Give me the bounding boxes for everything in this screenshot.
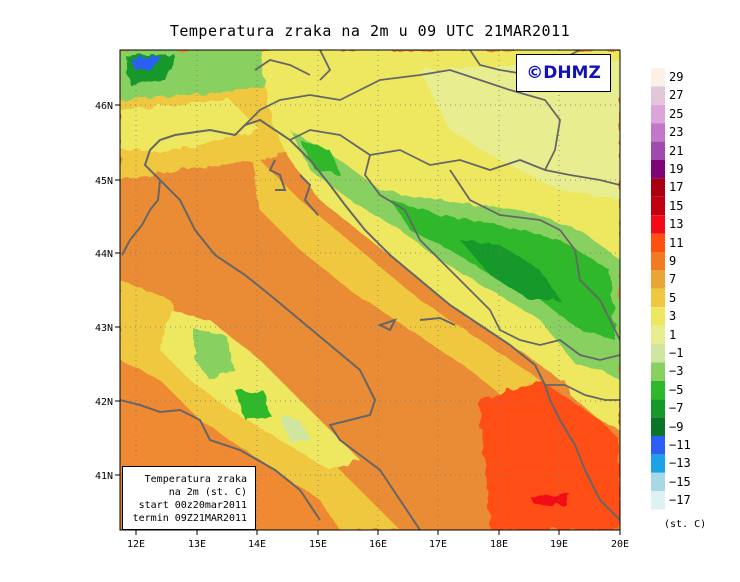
north-yellow — [120, 100, 260, 150]
alps-blue — [130, 56, 160, 70]
adriatic-coast — [250, 150, 560, 420]
info-line-4: termin 09Z21MAR2011 — [132, 513, 247, 524]
legend-label: 27 — [669, 88, 684, 103]
dinaric-spot — [300, 140, 340, 175]
dhmz-logo: ©DHMZ — [516, 54, 611, 92]
legend-swatch — [651, 233, 665, 252]
legend-swatch — [651, 417, 665, 436]
legend-unit: (st. C) — [664, 519, 707, 530]
south-warm — [480, 380, 620, 530]
legend-swatch — [651, 325, 665, 344]
info-line-3: start 00z20mar2011 — [138, 500, 247, 511]
legend-label: −17 — [669, 493, 691, 508]
legend-label: 29 — [669, 70, 684, 84]
legend-label: 5 — [669, 290, 677, 305]
legend-swatch — [651, 104, 665, 124]
legend-label: −15 — [669, 474, 691, 489]
legend-swatch — [651, 68, 665, 87]
lon-label: 12E — [127, 539, 145, 550]
legend-label: 23 — [669, 125, 684, 140]
info-line-1: Temperatura zraka — [144, 474, 247, 485]
legend-swatch — [651, 252, 665, 271]
graticule — [120, 50, 620, 530]
legend-label: 7 — [669, 272, 677, 287]
legend-swatch — [651, 86, 665, 105]
lat-label: 44N — [95, 249, 113, 260]
legend-swatch — [651, 307, 665, 326]
legend-swatch — [651, 399, 665, 418]
legend-label: −7 — [669, 401, 684, 416]
dinaric-colder — [460, 240, 560, 300]
legend-label: −5 — [669, 382, 684, 397]
info-box: Temperatura zraka na 2m (st. C) start 00… — [122, 466, 256, 530]
legend-label: −13 — [669, 456, 691, 471]
legend-label: −9 — [669, 419, 684, 434]
legend-swatch — [651, 196, 665, 216]
lon-label: 14E — [248, 539, 266, 550]
legend-swatch — [651, 380, 665, 400]
lon-label: 16E — [369, 539, 387, 550]
lon-label: 18E — [490, 539, 508, 550]
legend-swatch — [651, 270, 665, 289]
south-coast — [560, 360, 620, 430]
legend-swatch — [651, 362, 665, 381]
south-hot — [530, 494, 570, 505]
lat-label: 41N — [95, 471, 113, 482]
color-legend — [651, 68, 665, 510]
lon-label: 17E — [429, 539, 447, 550]
legend-label: −1 — [669, 346, 684, 360]
legend-swatch — [651, 141, 665, 160]
legend-label: 9 — [669, 254, 677, 268]
legend-label: 17 — [669, 180, 684, 195]
legend-swatch — [651, 123, 665, 142]
italy-cold-spot-2 — [235, 390, 270, 420]
info-line-2: na 2m (st. C) — [168, 487, 247, 498]
balkan-green — [290, 130, 620, 380]
coastlines — [120, 118, 620, 530]
map-frame — [119, 49, 621, 531]
legend-swatch — [651, 344, 665, 363]
italy-cold-spot-1 — [195, 330, 235, 380]
legend-label: 15 — [669, 198, 684, 213]
map-title: Temperatura zraka na 2m u 09 UTC 21MAR20… — [169, 22, 571, 40]
legend-label: 3 — [669, 309, 677, 324]
italy-cold-spot-3 — [280, 415, 310, 442]
lon-label: 15E — [309, 539, 327, 550]
legend-label: −3 — [669, 364, 684, 379]
lat-label: 42N — [95, 397, 113, 408]
legend-label: 13 — [669, 217, 684, 232]
lat-label: 43N — [95, 323, 113, 334]
legend-swatch — [651, 215, 665, 234]
legend-swatch — [651, 178, 665, 197]
legend-label: −11 — [669, 438, 691, 452]
legend-swatch — [651, 454, 665, 473]
lat-label: 45N — [95, 176, 113, 187]
legend-swatch — [651, 472, 665, 492]
lon-label: 13E — [188, 539, 206, 550]
legend-swatch — [651, 436, 665, 455]
legend-label: 25 — [669, 106, 684, 121]
lon-label: 20E — [611, 539, 629, 550]
legend-label: 1 — [669, 327, 677, 342]
borders — [244, 50, 620, 401]
legend-label: 19 — [669, 162, 684, 176]
legend-swatch — [651, 160, 665, 179]
legend-label: 21 — [669, 143, 684, 158]
legend-label: 11 — [669, 235, 684, 250]
legend-swatch — [651, 288, 665, 308]
legend-swatch — [651, 491, 665, 510]
lat-label: 46N — [95, 101, 113, 112]
lon-label: 19E — [550, 539, 568, 550]
balkan-light — [420, 60, 620, 200]
